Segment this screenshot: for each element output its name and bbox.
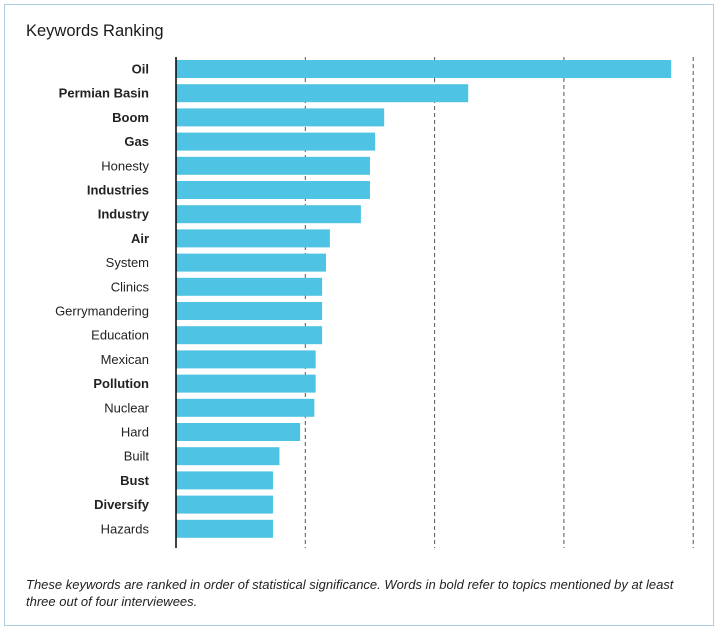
category-label: Education xyxy=(91,328,149,343)
bar-bust xyxy=(176,471,273,490)
category-label: Diversify xyxy=(94,497,150,512)
bar-industry xyxy=(176,205,361,224)
bar-nuclear xyxy=(176,398,315,417)
bar-hazards xyxy=(176,519,273,538)
bar-hard xyxy=(176,423,301,441)
bar-mexican xyxy=(176,350,316,369)
bar-industries xyxy=(176,181,370,199)
footnote: These keywords are ranked in order of st… xyxy=(26,577,674,609)
bar-clinics xyxy=(176,277,323,296)
category-label: Hazards xyxy=(101,521,150,536)
category-label: Gas xyxy=(124,134,149,149)
category-label: Mexican xyxy=(101,352,149,367)
bar-air xyxy=(176,229,330,248)
category-label: Air xyxy=(131,231,149,246)
bar-boom xyxy=(176,108,385,127)
bar-pollution xyxy=(176,374,316,393)
category-label: Clinics xyxy=(111,279,150,294)
category-label: Pollution xyxy=(93,376,149,391)
category-label: Bust xyxy=(120,473,150,488)
category-label: Built xyxy=(124,449,150,464)
category-label: Gerrymandering xyxy=(55,304,149,319)
chart-title: Keywords Ranking xyxy=(26,22,164,40)
category-label: Boom xyxy=(112,110,149,125)
bar-oil xyxy=(176,60,672,78)
bar-permian-basin xyxy=(176,84,469,103)
bar-gas xyxy=(176,132,376,151)
bar-system xyxy=(176,253,326,272)
chart-frame xyxy=(4,4,714,626)
category-label: Industries xyxy=(87,183,149,198)
bar-diversify xyxy=(176,495,273,514)
category-label: Permian Basin xyxy=(59,86,149,101)
bar-honesty xyxy=(176,156,370,175)
bar-gerrymandering xyxy=(176,302,323,320)
bar-built xyxy=(176,447,280,466)
category-label: Honesty xyxy=(101,158,149,173)
category-label: System xyxy=(106,255,149,270)
category-label: Oil xyxy=(132,62,149,77)
category-label: Nuclear xyxy=(104,400,149,415)
category-label: Hard xyxy=(121,425,149,440)
category-label: Industry xyxy=(98,207,150,222)
bar-education xyxy=(176,326,323,345)
